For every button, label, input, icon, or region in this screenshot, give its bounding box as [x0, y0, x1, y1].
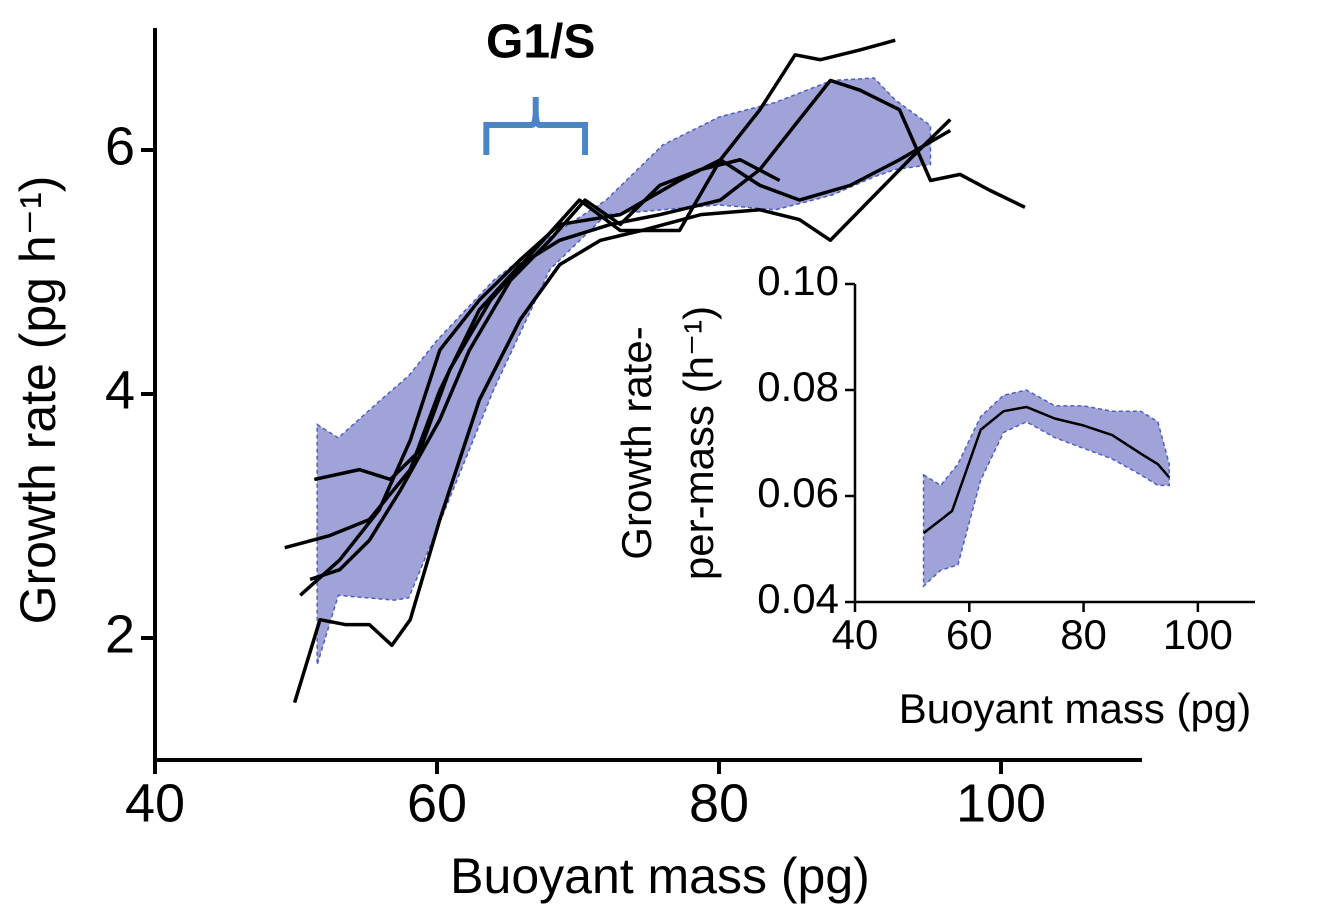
x-tick-label: 80: [1060, 611, 1107, 658]
y-axis-label: per-mass (h⁻¹): [675, 306, 722, 580]
y-tick-label: 0.06: [757, 469, 839, 516]
line: [922, 405, 1171, 535]
x-tick-label: 40: [832, 611, 879, 658]
y-tick-label: 0.10: [757, 257, 839, 304]
y-tick-label: 4: [105, 360, 135, 420]
line: [292, 118, 952, 704]
line: [309, 158, 781, 582]
x-tick-label: 100: [1163, 611, 1233, 658]
line: [313, 38, 896, 482]
x-tick-label: 40: [125, 774, 185, 834]
annotation: G1/S: [486, 16, 595, 69]
y-axis-label: Growth rate (pg h⁻¹): [10, 176, 66, 625]
band: [922, 389, 1171, 588]
x-tick-label: 60: [407, 774, 467, 834]
line: [284, 78, 1026, 550]
y-tick-label: 0.04: [757, 575, 839, 622]
x-tick-label: 60: [946, 611, 993, 658]
band: [316, 77, 932, 666]
x-axis-label: Buoyant mass (pg): [899, 685, 1252, 732]
y-tick-label: 6: [105, 116, 135, 176]
x-tick-label: 100: [956, 774, 1046, 834]
y-axis-label: Growth rate-: [613, 326, 660, 559]
y-tick-label: 2: [105, 604, 135, 664]
line: [299, 128, 952, 597]
x-tick-label: 80: [689, 774, 749, 834]
y-tick-label: 0.08: [757, 363, 839, 410]
x-axis-label: Buoyant mass (pg): [450, 848, 870, 904]
bracket: [483, 97, 589, 155]
